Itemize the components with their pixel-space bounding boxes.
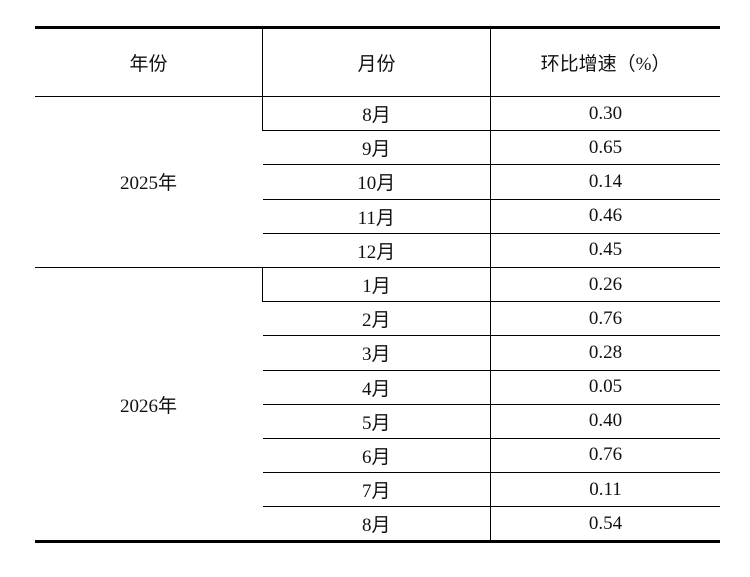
table-row: 2026年 1月 0.26 [35,266,720,542]
month-cell: 8月 [262,506,491,542]
table-row: 6月 0.76 [35,437,720,473]
table-row: 10月 0.14 [35,164,720,200]
growth-cell: 0.65 [490,130,720,165]
table-row: 3月 0.28 [35,335,720,370]
month-cell: 2月 [262,301,491,336]
data-table: 年份 月份 环比增速（%） 2025年 8月 0.30 9月 0.65 10月 0.14 11… [35,26,720,544]
table-row: 2月 0.76 [35,301,720,336]
growth-cell: 0.14 [490,164,720,200]
growth-cell: 0.30 [490,95,720,131]
month-cell: 10月 [262,164,491,200]
year-cell: 2026年 [35,266,263,542]
growth-cell: 0.05 [490,369,720,405]
table-row: 4月 0.05 [35,369,720,405]
header-cell: 月份 [262,27,491,97]
growth-cell: 0.46 [490,198,720,234]
year-cell: 2025年 [35,96,263,268]
month-cell: 6月 [262,437,491,473]
month-cell: 3月 [262,335,491,370]
table-row: 5月 0.40 [35,403,720,439]
growth-cell: 0.54 [490,506,720,542]
table-header: 年份 月份 环比增速（%） [35,27,720,97]
month-cell: 12月 [262,232,491,268]
month-cell: 1月 [262,266,491,302]
header-cell: 环比增速（%） [490,27,720,97]
month-cell: 4月 [262,369,491,405]
growth-cell: 0.45 [490,232,720,268]
table-row: 12月 0.45 [35,232,720,268]
table-row: 9月 0.65 [35,130,720,165]
month-cell: 9月 [262,130,491,165]
growth-cell: 0.28 [490,335,720,370]
table-row: 8月 0.54 [35,506,720,542]
table-body: 2025年 8月 0.30 9月 0.65 10月 0.14 11月 0.46 12月 0.45 20… [35,95,720,542]
header-row: 年份 月份 环比增速（%） [35,27,720,97]
month-cell: 7月 [262,472,491,507]
month-cell: 8月 [262,95,491,131]
month-cell: 5月 [262,403,491,439]
growth-cell: 0.40 [490,403,720,439]
month-cell: 11月 [262,198,491,234]
growth-cell: 0.76 [490,437,720,473]
growth-cell: 0.11 [490,472,720,507]
table-row: 11月 0.46 [35,198,720,234]
growth-cell: 0.26 [490,266,720,302]
header-cell: 年份 [35,27,263,97]
growth-cell: 0.76 [490,301,720,336]
table-row: 7月 0.11 [35,472,720,507]
table-row: 2025年 8月 0.30 [35,95,720,268]
